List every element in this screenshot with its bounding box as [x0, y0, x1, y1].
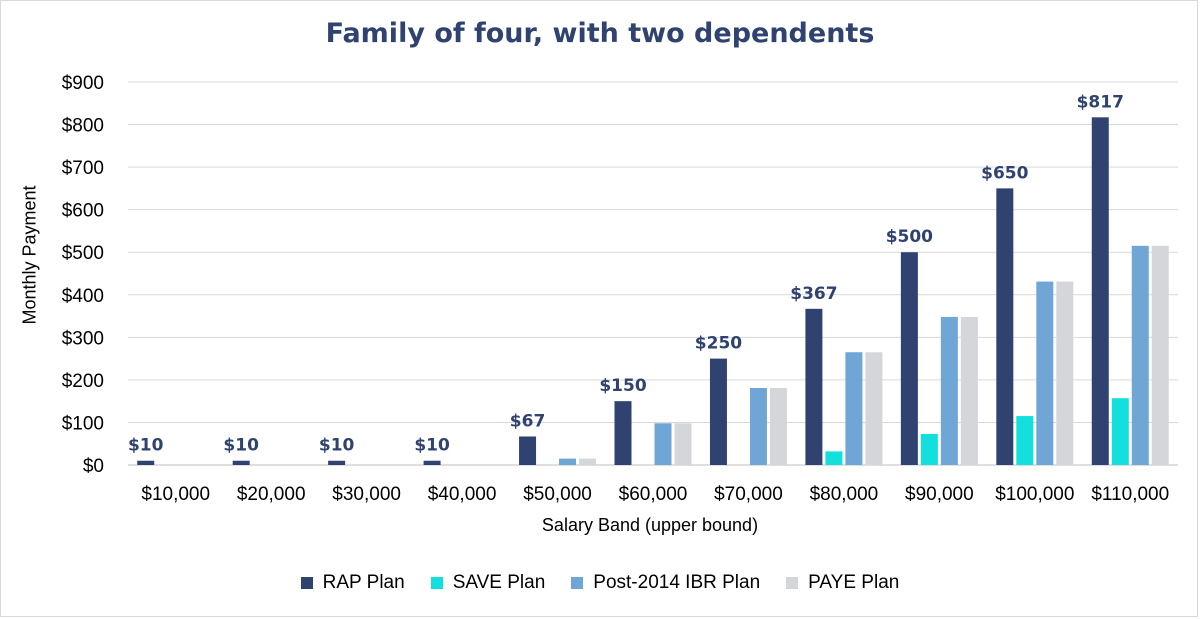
- legend-label: Post-2014 IBR Plan: [593, 572, 761, 593]
- bar-post-2014-ibr-plan-8: [845, 352, 863, 465]
- y-tick-label: $100: [62, 413, 104, 434]
- data-label: $10: [223, 436, 259, 456]
- bar-paye-plan-10: [1056, 281, 1074, 465]
- bar-rap-plan-4: [423, 460, 441, 465]
- bar-paye-plan-8: [865, 352, 883, 465]
- y-tick-label: $400: [62, 286, 104, 307]
- bar-paye-plan-5: [579, 458, 597, 465]
- bar-rap-plan-10: [996, 188, 1014, 465]
- legend-swatch: [300, 577, 313, 589]
- bar-post-2014-ibr-plan-6: [654, 423, 672, 465]
- bar-post-2014-ibr-plan-9: [940, 316, 958, 465]
- x-tick-label: $60,000: [619, 484, 688, 505]
- legend: RAP Plan SAVE Plan Post-2014 IBR Plan PAYE …: [0, 572, 1200, 594]
- data-label: $67: [510, 411, 546, 431]
- bar-paye-plan-6: [674, 423, 692, 465]
- bar-rap-plan-11: [1091, 117, 1109, 466]
- legend-swatch: [571, 577, 584, 589]
- legend-label: PAYE Plan: [808, 572, 900, 593]
- legend-swatch: [430, 577, 443, 589]
- bar-post-2014-ibr-plan-11: [1131, 245, 1149, 465]
- x-axis-ticks: $10,000 $20,000 $30,000 $40,000 $50,000 $60,0…: [141, 484, 1169, 505]
- bar-rap-plan-7: [709, 358, 727, 465]
- x-axis-title: Salary Band (upper bound): [541, 515, 759, 535]
- y-tick-label: $600: [62, 201, 104, 222]
- legend-swatch: [786, 577, 799, 589]
- bar-rap-plan-9: [900, 252, 918, 465]
- bar-paye-plan-11: [1151, 245, 1169, 465]
- legend-item: SAVE Plan: [430, 572, 546, 594]
- bar-save-plan-9: [920, 433, 938, 465]
- data-label: $250: [695, 334, 742, 354]
- y-tick-label: $900: [62, 73, 104, 94]
- bar-rap-plan-2: [232, 460, 250, 465]
- x-tick-label: $20,000: [237, 484, 306, 505]
- data-labels: $10 $10 $10 $10 $67 $150 $250 $367 $500 $650 $817: [128, 92, 1124, 455]
- bar-rap-plan-8: [805, 308, 823, 465]
- data-label: $10: [319, 436, 355, 456]
- bars: [137, 117, 1169, 466]
- x-tick-label: $50,000: [523, 484, 592, 505]
- x-tick-label: $80,000: [810, 484, 879, 505]
- data-label: $500: [886, 227, 933, 247]
- gridlines: [128, 81, 1178, 466]
- legend-label: RAP Plan: [322, 572, 405, 593]
- bar-save-plan-10: [1016, 416, 1034, 465]
- data-label: $10: [128, 436, 164, 456]
- data-label: $10: [414, 436, 450, 456]
- data-label: $650: [981, 163, 1028, 183]
- x-tick-label: $90,000: [905, 484, 974, 505]
- chart-title: Family of four, with two dependents: [325, 18, 875, 49]
- bar-post-2014-ibr-plan-7: [749, 387, 767, 465]
- x-tick-label: $30,000: [332, 484, 401, 505]
- y-tick-label: $300: [62, 328, 104, 349]
- legend-item: Post-2014 IBR Plan: [571, 572, 760, 594]
- legend-item: PAYE Plan: [786, 572, 899, 594]
- legend-label: SAVE Plan: [452, 572, 546, 593]
- y-tick-label: $0: [83, 456, 104, 477]
- bar-rap-plan-1: [137, 460, 155, 465]
- bar-rap-plan-3: [328, 460, 346, 465]
- y-tick-label: $200: [62, 371, 104, 392]
- y-tick-label: $500: [62, 243, 104, 264]
- y-tick-label: $800: [62, 116, 104, 137]
- bar-save-plan-11: [1111, 398, 1129, 465]
- x-tick-label: $10,000: [141, 484, 210, 505]
- bar-paye-plan-7: [769, 387, 787, 465]
- bar-save-plan-8: [825, 451, 843, 465]
- bar-rap-plan-5: [519, 436, 537, 465]
- data-label: $817: [1077, 92, 1124, 112]
- bar-post-2014-ibr-plan-10: [1036, 281, 1054, 465]
- x-tick-label: $40,000: [428, 484, 497, 505]
- bar-rap-plan-6: [614, 401, 632, 465]
- y-axis-ticks: $0 $100 $200 $300 $400 $500 $600 $700 $800 $900: [62, 73, 104, 477]
- legend-item: RAP Plan: [300, 572, 405, 594]
- data-label: $150: [599, 376, 646, 396]
- x-tick-label: $70,000: [714, 484, 783, 505]
- data-label: $367: [790, 284, 837, 304]
- x-tick-label: $110,000: [1091, 484, 1169, 505]
- bar-paye-plan-9: [960, 316, 978, 465]
- bar-post-2014-ibr-plan-5: [559, 458, 577, 465]
- y-tick-label: $700: [62, 158, 104, 179]
- x-tick-label: $100,000: [995, 484, 1074, 505]
